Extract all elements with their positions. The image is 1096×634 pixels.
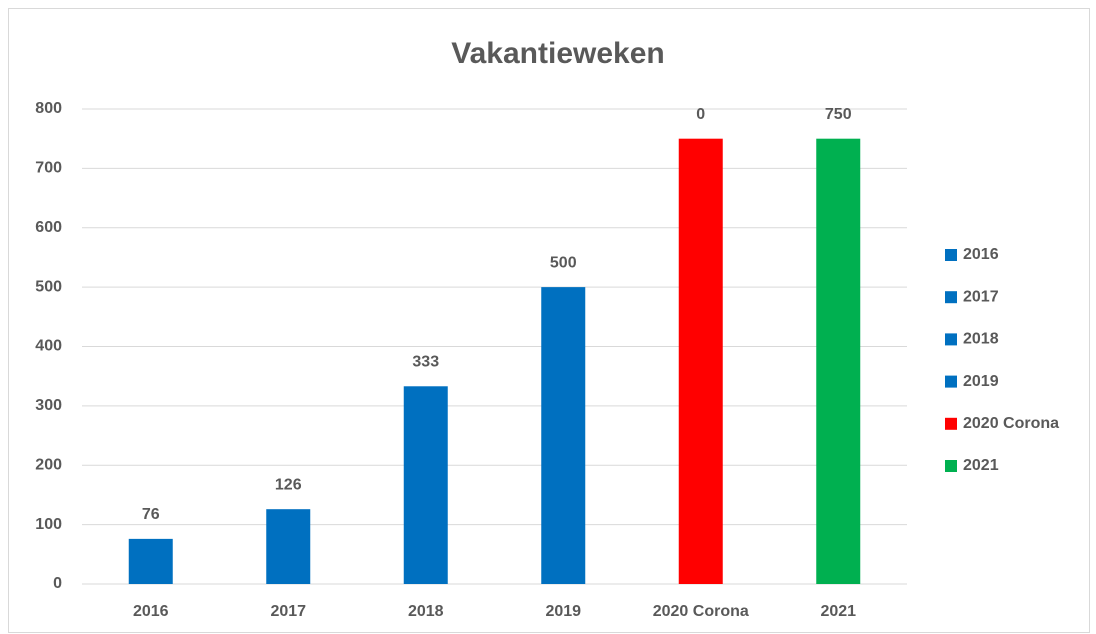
- x-tick-label: 2016: [133, 603, 169, 620]
- x-tick-label: 2017: [270, 603, 306, 620]
- legend-label: 2021: [963, 457, 999, 474]
- legend-label: 2016: [963, 246, 999, 263]
- y-tick-label: 700: [35, 160, 62, 177]
- legend-swatch: [945, 375, 957, 388]
- legend-label: 2019: [963, 373, 999, 390]
- y-tick-label: 500: [35, 278, 62, 295]
- y-tick-label: 400: [35, 338, 62, 355]
- y-tick-label: 0: [53, 575, 62, 592]
- legend-label: 2017: [963, 288, 999, 305]
- x-tick-label: 2019: [545, 603, 581, 620]
- data-label: 500: [550, 254, 577, 271]
- bar: [266, 509, 311, 584]
- y-tick-label: 100: [35, 516, 62, 533]
- legend-swatch: [945, 417, 957, 430]
- bar: [816, 138, 861, 584]
- y-tick-label: 600: [35, 219, 62, 236]
- data-label: 76: [142, 506, 160, 523]
- data-label: 126: [275, 476, 302, 493]
- legend-label: 2018: [963, 331, 999, 348]
- x-tick-label: 2020 Corona: [653, 603, 749, 620]
- legend-swatch: [945, 249, 957, 261]
- y-tick-label: 200: [35, 456, 62, 473]
- y-tick-label: 800: [35, 100, 62, 117]
- data-label: 750: [825, 106, 852, 123]
- y-tick-label: 300: [35, 397, 62, 414]
- chart-title: Vakantieweken: [451, 37, 664, 70]
- bar: [403, 386, 448, 584]
- bar: [678, 138, 723, 584]
- annotation: 0: [696, 106, 705, 123]
- data-label: 333: [412, 354, 439, 371]
- legend-swatch: [945, 460, 957, 472]
- legend-label: 2020 Corona: [963, 415, 1059, 432]
- bar: [128, 538, 173, 584]
- legend-swatch: [945, 291, 957, 304]
- x-tick-label: 2021: [820, 603, 856, 620]
- x-tick-label: 2018: [408, 603, 444, 620]
- legend-swatch: [945, 333, 957, 346]
- bar: [541, 287, 586, 584]
